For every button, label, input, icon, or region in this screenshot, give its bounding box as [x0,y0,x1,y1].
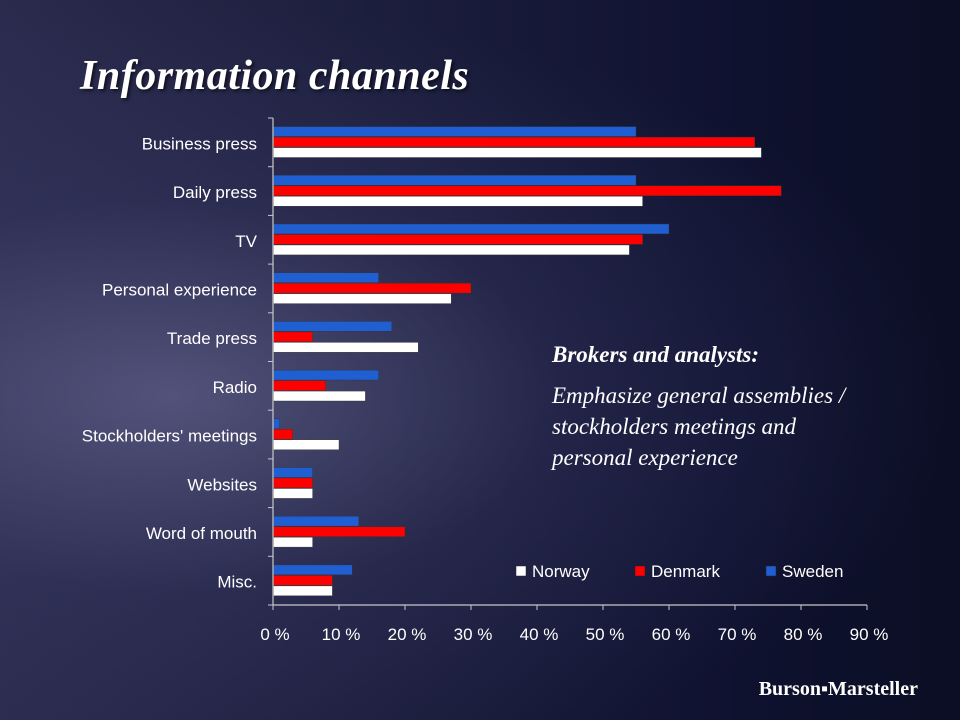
bar-denmark [273,526,406,537]
legend-label-sweden: Sweden [782,562,843,581]
x-tick-label: 10 % [322,625,361,644]
legend-swatch-denmark [634,565,646,577]
category-label: Misc. [217,573,257,592]
category-label: Trade press [167,329,257,348]
legend-label-denmark: Denmark [651,562,720,581]
legend-swatch-norway [515,565,527,577]
bar-denmark [273,380,326,391]
annotation-box: Brokers and analysts: Emphasize general … [552,342,872,473]
bar-norway [273,439,340,450]
bar-denmark [273,136,755,148]
x-tick-label: 30 % [454,625,493,644]
bar-norway [273,196,643,207]
x-tick-label: 40 % [520,625,559,644]
category-label: Stockholders' meetings [82,427,257,446]
legend-swatch-sweden [765,565,777,577]
bar-sweden [273,467,313,478]
bar-norway [273,293,452,304]
x-tick-label: 70 % [718,625,757,644]
x-tick-label: 0 % [260,625,289,644]
category-label: Business press [142,134,257,153]
bar-norway [273,147,762,158]
bars-group [273,126,782,597]
annotation-heading: Brokers and analysts: [552,342,760,367]
bar-denmark [273,429,293,440]
x-tick-label: 60 % [652,625,691,644]
category-label: TV [235,232,257,251]
bar-denmark [273,185,782,196]
bar-norway [273,390,366,402]
bar-denmark [273,477,313,489]
bar-denmark [273,331,313,342]
x-tick-label: 50 % [586,625,625,644]
x-tick-label: 90 % [850,625,889,644]
bar-sweden [273,126,637,137]
category-label: Radio [213,378,257,397]
axes-group: Business press Daily press TV Personal expe… [82,117,889,644]
page-title: Information channels [80,53,470,99]
x-tick-label: 20 % [388,625,427,644]
bar-sweden [273,418,280,429]
bar-sweden [273,223,670,235]
bar-sweden [273,321,393,332]
bar-sweden [273,272,379,283]
bar-denmark [273,283,472,294]
bar-norway [273,537,313,548]
bar-sweden [273,564,353,576]
bar-norway [273,342,419,353]
bar-norway [273,488,313,499]
bar-sweden [273,175,637,186]
category-label: Word of mouth [146,524,257,543]
bar-norway [273,585,333,597]
bar-norway [273,244,630,256]
legend: Norway Denmark Sweden [515,562,843,581]
annotation-body: Emphasize general assemblies / stockhold… [552,383,846,470]
x-tick-label: 80 % [784,625,823,644]
category-label: Websites [187,475,257,494]
bar-denmark [273,234,643,245]
bar-sweden [273,369,379,381]
brand-logo-text: Burson▪Marsteller [758,678,918,700]
category-label: Daily press [173,183,257,202]
bar-sweden [273,516,360,527]
category-label: Personal experience [102,280,257,299]
legend-label-norway: Norway [532,562,590,581]
bar-denmark [273,575,333,586]
